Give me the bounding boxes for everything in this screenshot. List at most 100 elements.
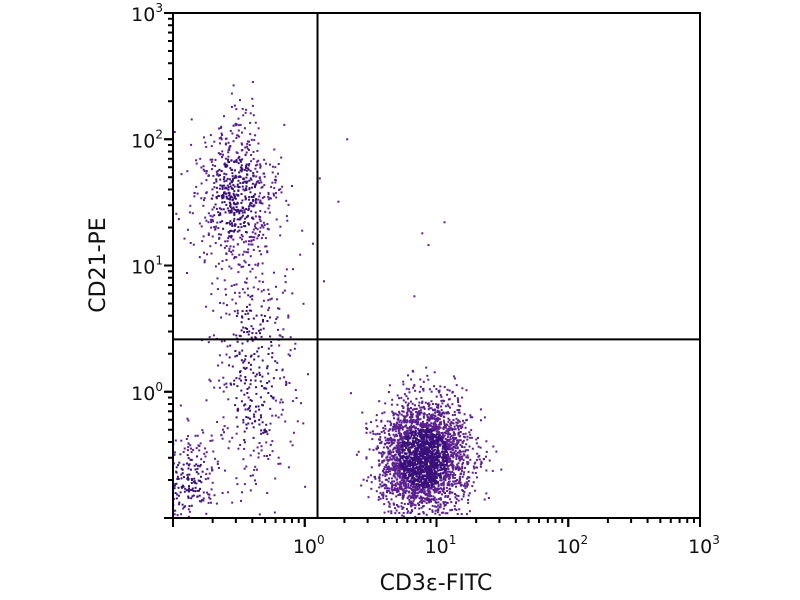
data-point bbox=[398, 450, 401, 453]
data-point bbox=[407, 457, 410, 460]
data-point bbox=[451, 508, 454, 511]
data-point bbox=[267, 392, 270, 394]
data-point bbox=[242, 418, 245, 421]
data-point bbox=[257, 245, 260, 248]
data-point bbox=[399, 425, 402, 428]
data-point bbox=[390, 510, 393, 513]
data-point bbox=[403, 393, 406, 396]
data-point bbox=[265, 423, 268, 426]
data-point bbox=[318, 177, 321, 180]
data-point bbox=[418, 418, 421, 421]
data-point bbox=[463, 435, 465, 438]
data-point bbox=[236, 340, 239, 343]
data-point bbox=[410, 378, 413, 381]
data-point bbox=[208, 174, 210, 177]
data-point bbox=[396, 427, 399, 430]
data-point bbox=[260, 416, 263, 419]
data-point bbox=[442, 444, 445, 447]
data-point bbox=[437, 406, 440, 409]
data-point bbox=[420, 448, 422, 451]
data-point bbox=[233, 212, 236, 215]
data-point bbox=[455, 421, 458, 424]
data-point bbox=[469, 458, 472, 461]
data-point bbox=[210, 501, 212, 504]
data-point bbox=[426, 374, 429, 377]
data-point bbox=[263, 400, 266, 403]
data-point bbox=[443, 420, 446, 423]
data-point bbox=[410, 426, 413, 429]
data-point bbox=[249, 399, 252, 401]
data-point bbox=[423, 455, 426, 458]
data-point bbox=[226, 177, 229, 180]
data-point bbox=[392, 425, 395, 428]
data-point bbox=[400, 396, 403, 399]
data-point bbox=[248, 196, 251, 198]
data-point bbox=[248, 203, 251, 206]
data-point bbox=[437, 413, 440, 416]
data-point bbox=[401, 467, 404, 470]
data-point bbox=[398, 469, 401, 472]
data-point bbox=[247, 168, 250, 171]
data-point bbox=[423, 471, 426, 474]
data-point bbox=[421, 477, 424, 480]
data-point bbox=[415, 411, 418, 413]
data-point bbox=[242, 177, 245, 180]
data-point bbox=[432, 478, 435, 481]
data-point bbox=[432, 422, 435, 425]
data-point bbox=[230, 234, 233, 237]
data-point bbox=[273, 187, 276, 190]
data-point bbox=[414, 389, 417, 392]
data-point bbox=[421, 437, 423, 440]
data-point bbox=[190, 482, 193, 484]
data-point bbox=[223, 172, 226, 175]
data-point bbox=[416, 488, 419, 491]
data-point bbox=[233, 214, 236, 217]
data-point bbox=[215, 196, 218, 198]
data-point bbox=[433, 467, 436, 470]
data-point bbox=[433, 499, 436, 502]
data-point bbox=[195, 482, 198, 485]
data-point bbox=[464, 466, 466, 469]
data-point bbox=[408, 468, 411, 470]
data-point bbox=[214, 227, 217, 230]
data-point bbox=[243, 467, 246, 470]
data-point bbox=[225, 259, 228, 261]
data-point bbox=[235, 256, 238, 259]
data-point bbox=[230, 267, 233, 270]
data-point bbox=[421, 400, 424, 403]
data-point bbox=[237, 162, 240, 165]
data-point bbox=[427, 487, 430, 490]
data-point bbox=[232, 230, 235, 233]
data-point bbox=[446, 453, 449, 456]
data-point bbox=[228, 313, 231, 316]
data-point bbox=[429, 495, 432, 498]
data-point bbox=[410, 502, 413, 505]
data-point bbox=[222, 227, 225, 230]
data-point bbox=[433, 433, 436, 436]
data-point bbox=[457, 462, 460, 465]
data-point bbox=[221, 194, 224, 196]
data-point bbox=[181, 472, 184, 475]
data-point bbox=[467, 456, 469, 459]
data-point bbox=[384, 483, 387, 486]
data-point bbox=[422, 496, 425, 499]
data-point bbox=[177, 478, 180, 480]
data-point bbox=[291, 292, 294, 295]
data-point bbox=[220, 233, 222, 236]
data-point bbox=[216, 277, 219, 280]
data-point bbox=[451, 470, 454, 473]
data-point bbox=[453, 410, 456, 413]
data-point bbox=[249, 368, 252, 371]
data-point bbox=[451, 447, 454, 450]
data-point bbox=[258, 408, 261, 411]
data-point bbox=[414, 437, 417, 440]
data-point bbox=[388, 466, 390, 469]
data-point bbox=[182, 463, 185, 466]
data-point bbox=[433, 468, 436, 471]
data-point bbox=[456, 465, 459, 468]
data-point bbox=[394, 468, 397, 471]
data-point bbox=[218, 233, 220, 236]
data-point bbox=[408, 448, 411, 451]
data-point bbox=[237, 179, 240, 182]
data-point bbox=[241, 288, 244, 291]
